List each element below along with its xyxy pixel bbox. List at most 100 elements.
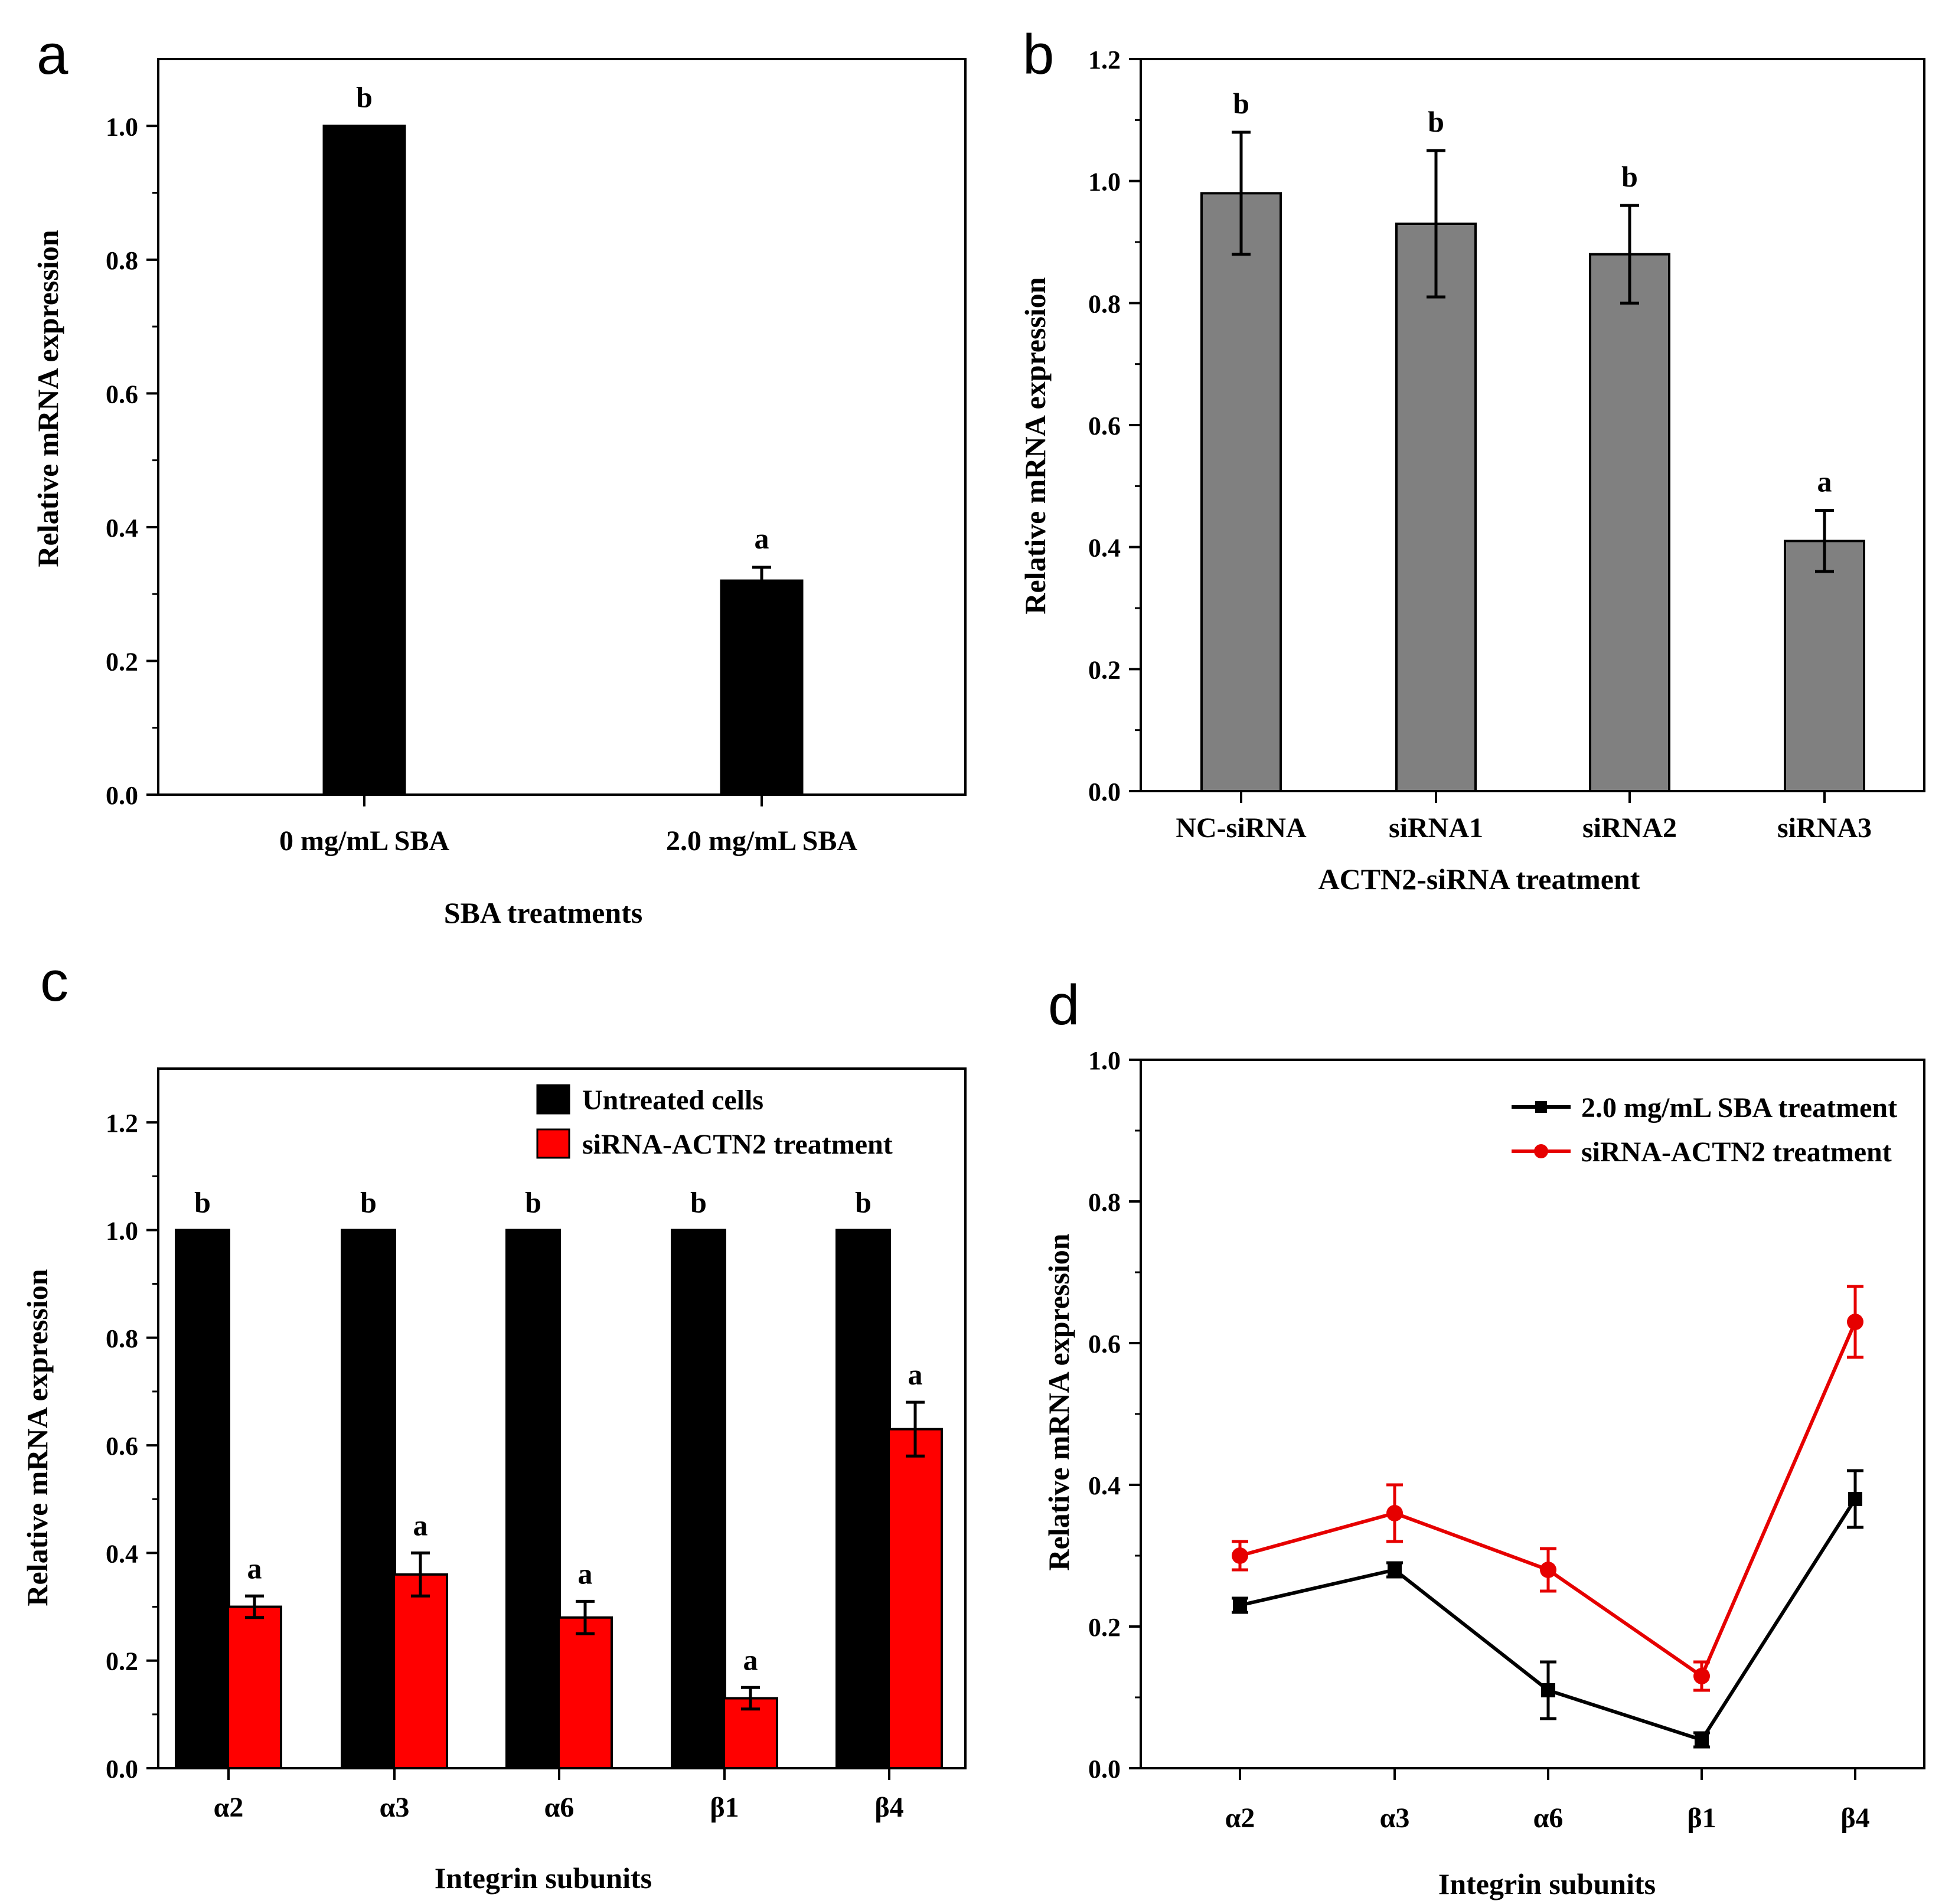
panel-b-significance-letter: a — [1817, 465, 1832, 498]
panel-b-letter: b — [1023, 23, 1054, 86]
panel-c-bar — [393, 1573, 448, 1770]
panel-c-significance-letter: b — [855, 1185, 872, 1219]
panel-c-significance-letter: a — [743, 1643, 758, 1676]
panel-a-bar — [720, 579, 804, 796]
panel-d-y-tick-label: 0.8 — [1088, 1188, 1121, 1217]
panel-b-x-tick-label: NC-siRNA — [1176, 812, 1307, 844]
panel-b-x-tick-label: siRNA3 — [1777, 812, 1872, 844]
panel-d-square-marker — [1535, 1101, 1547, 1113]
panel-d-square-marker — [1695, 1733, 1709, 1747]
panel-a-y-tick-label: 0.8 — [106, 246, 138, 275]
panel-c-bar — [557, 1616, 613, 1770]
panel-c-significance-letter: a — [578, 1557, 593, 1590]
panel-a-significance-letter: a — [755, 522, 769, 555]
panel-b-y-axis-label: Relative mRNA expression — [1019, 277, 1052, 614]
panel-a-y-tick-label: 1.0 — [106, 112, 138, 141]
panel-c-bar — [887, 1428, 943, 1769]
panel-c-y-tick-label: 0.2 — [106, 1647, 138, 1676]
panel-d-circle-marker — [1540, 1562, 1556, 1578]
panel-b-bar — [1589, 253, 1670, 792]
panel-a-plot-area: 0.0 0.2 0.4 0.6 0.8 1.0 0 mg/mL SBA 2.0 mg/mL S… — [106, 58, 967, 857]
panel-d-y-tick-label: 1.0 — [1088, 1046, 1121, 1075]
panel-b-bar — [1784, 540, 1865, 792]
panel-c-legend-swatch — [536, 1128, 570, 1159]
panel-c-bar — [671, 1229, 726, 1769]
panel-b-bar — [1200, 192, 1282, 793]
panel-c-significance-letter: b — [194, 1185, 211, 1219]
panel-c-legend-label: siRNA-ACTN2 treatment — [582, 1129, 893, 1160]
panel-c-legend-swatch — [536, 1084, 570, 1115]
panel-a-y-axis-label: Relative mRNA expression — [31, 230, 64, 567]
panel-c-y-tick-label: 0.0 — [106, 1755, 138, 1784]
panel-b-y-tick-label: 0.8 — [1088, 289, 1121, 318]
panel-a-plot-frame — [157, 58, 967, 796]
panel-d-plot-area: 0.0 0.2 0.4 0.6 0.8 1.0 α2 α3 α6 β1 β4 2.0 mg/mL SB… — [1088, 1046, 1925, 1834]
panel-d-square-marker — [1388, 1563, 1402, 1577]
panel-c-bar — [175, 1229, 230, 1769]
panel-d: d 0.0 0.2 0.4 0.6 0.8 1.0 α2 α3 α6 β1 β4 2.0 mg/mL … — [1042, 974, 1925, 1900]
panel-d-legend-label: 2.0 mg/mL SBA treatment — [1581, 1092, 1897, 1124]
panel-d-y-tick-label: 0.6 — [1088, 1330, 1121, 1358]
panel-b-y-tick-label: 1.0 — [1088, 168, 1121, 197]
panel-b: b 0.0 0.2 0.4 0.6 0.8 1.0 1.2 NC-siRNA siRNA1 siR… — [1019, 23, 1925, 896]
panel-c: c 0.0 0.2 0.4 0.6 0.8 1.0 1.2 α2 α3 α6 β1 β4 b b b b b a a… — [21, 950, 967, 1895]
panel-b-significance-letter: b — [1233, 87, 1249, 120]
panel-d-y-tick-label: 0.4 — [1088, 1471, 1121, 1500]
panel-b-y-tick-label: 0.4 — [1088, 534, 1121, 563]
panel-d-circle-marker — [1847, 1314, 1863, 1330]
panel-c-x-tick-label: α6 — [544, 1792, 575, 1823]
panel-a-significance-letter: b — [356, 80, 373, 113]
panel-a-bar — [322, 125, 406, 796]
panel-a-y-tick-label: 0.4 — [106, 514, 138, 543]
panel-d-letter: d — [1048, 974, 1079, 1037]
panel-d-square-marker — [1233, 1598, 1247, 1612]
panel-c-bar — [227, 1605, 282, 1770]
panel-d-square-marker — [1541, 1683, 1555, 1697]
panel-b-y-tick-label: 1.2 — [1088, 45, 1121, 74]
panel-d-x-tick-label: α6 — [1533, 1802, 1564, 1834]
panel-c-x-tick-label: β4 — [874, 1792, 903, 1823]
panel-c-bar — [505, 1229, 561, 1769]
panel-d-y-tick-label: 0.0 — [1088, 1755, 1121, 1784]
panel-d-circle-marker — [1693, 1668, 1710, 1684]
panel-b-plot-area: 0.0 0.2 0.4 0.6 0.8 1.0 1.2 NC-siRNA siRNA1 siRNA… — [1088, 45, 1925, 844]
panel-c-bar — [341, 1229, 396, 1769]
panel-b-x-tick-label: siRNA1 — [1389, 812, 1483, 844]
panel-a-letter: a — [37, 23, 68, 86]
panel-a-x-tick-label: 0 mg/mL SBA — [279, 825, 449, 857]
panel-a-x-axis-label: SBA treatments — [444, 896, 643, 929]
panel-d-x-axis-label: Integrin subunits — [1438, 1867, 1656, 1900]
panel-b-significance-letter: b — [1428, 105, 1444, 138]
panel-c-plot-area: 0.0 0.2 0.4 0.6 0.8 1.0 1.2 α2 α3 α6 β1 β4 b b b b b a a a a… — [106, 1067, 967, 1823]
panel-d-circle-marker — [1386, 1505, 1403, 1521]
panel-d-x-tick-label: β4 — [1840, 1802, 1869, 1834]
panel-d-circle-marker — [1232, 1547, 1248, 1564]
panel-b-x-axis-label: ACTN2-siRNA treatment — [1318, 863, 1640, 896]
panel-c-y-tick-label: 0.8 — [106, 1324, 138, 1353]
panel-c-significance-letter: b — [525, 1185, 541, 1219]
panel-b-y-tick-label: 0.0 — [1088, 778, 1121, 806]
panel-c-letter: c — [40, 950, 68, 1013]
panel-b-x-tick-label: siRNA2 — [1582, 812, 1677, 844]
panel-c-y-tick-label: 1.2 — [106, 1109, 138, 1138]
panel-c-significance-letter: a — [908, 1358, 923, 1391]
panel-a-y-tick-label: 0.6 — [106, 380, 138, 409]
panel-c-x-axis-label: Integrin subunits — [435, 1861, 652, 1895]
panel-b-significance-letter: b — [1621, 160, 1638, 193]
panel-c-legend-label: Untreated cells — [582, 1085, 763, 1116]
panel-c-significance-letter: a — [413, 1508, 428, 1542]
panel-d-y-axis-label: Relative mRNA expression — [1042, 1233, 1075, 1570]
panel-c-significance-letter: a — [247, 1552, 262, 1585]
panel-a-x-tick-label: 2.0 mg/mL SBA — [666, 825, 857, 857]
panel-d-x-tick-label: α3 — [1380, 1802, 1410, 1834]
panel-c-x-tick-label: α2 — [214, 1792, 244, 1823]
panel-d-square-marker — [1848, 1492, 1862, 1506]
panel-d-x-tick-label: α2 — [1225, 1802, 1255, 1834]
panel-d-circle-marker — [1534, 1144, 1548, 1158]
panel-d-y-tick-label: 0.2 — [1088, 1613, 1121, 1642]
panel-d-x-tick-label: β1 — [1687, 1802, 1716, 1834]
panel-c-x-tick-label: β1 — [710, 1792, 739, 1823]
panel-b-bar — [1395, 223, 1477, 792]
panel-b-y-tick-label: 0.6 — [1088, 412, 1121, 440]
